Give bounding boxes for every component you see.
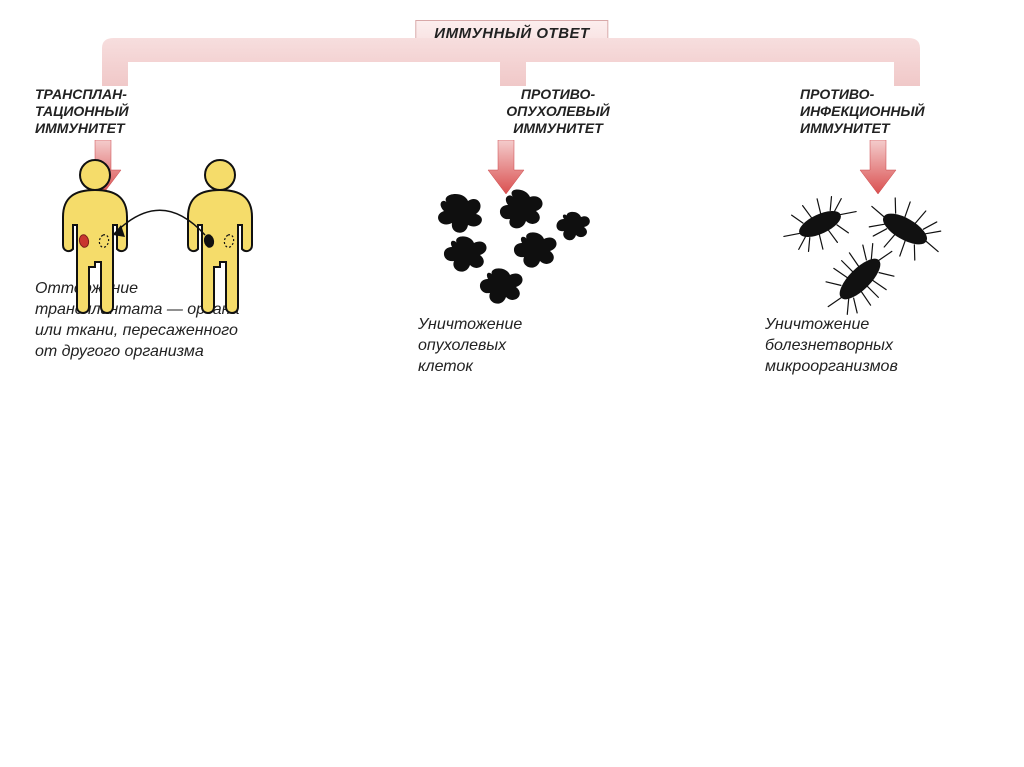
branch-caption-3: Уничтожение болезнетворных микроорганизм… xyxy=(765,315,1024,377)
human-figure-left-icon xyxy=(63,160,127,313)
tumor-cells-icon xyxy=(418,189,608,309)
branch-transplant: ТРАНСПЛАН- ТАЦИОННЫЙ ИММУНИТЕТ xyxy=(35,86,335,363)
root-node: ИММУННЫЙ ОТВЕТ xyxy=(415,20,608,47)
tumor-illustration xyxy=(418,189,698,309)
bacteria-illustration xyxy=(770,189,1024,309)
root-label: ИММУННЫЙ ОТВЕТ xyxy=(415,20,608,47)
branch-caption-2: Уничтожение опухолевых клеток xyxy=(418,315,678,377)
branch-label-2: ПРОТИВО- ОПУХОЛЕВЫЙ ИММУНИТЕТ xyxy=(398,86,698,136)
bacteria-icon xyxy=(770,189,980,319)
arrow-icon xyxy=(486,140,526,195)
transplant-illustration xyxy=(35,147,335,287)
branch-tumor: ПРОТИВО- ОПУХОЛЕВЫЙ ИММУНИТЕТ Уничтож xyxy=(398,86,698,378)
human-figure-right-icon xyxy=(188,160,252,313)
branch-infection: ПРОТИВО- ИНФЕКЦИОННЫЙ ИММУНИТЕТ xyxy=(780,86,1024,378)
arrow-icon xyxy=(858,140,898,195)
branch-label-1: ТРАНСПЛАН- ТАЦИОННЫЙ ИММУНИТЕТ xyxy=(35,86,335,136)
branch-label-3: ПРОТИВО- ИНФЕКЦИОННЫЙ ИММУНИТЕТ xyxy=(800,86,1024,136)
